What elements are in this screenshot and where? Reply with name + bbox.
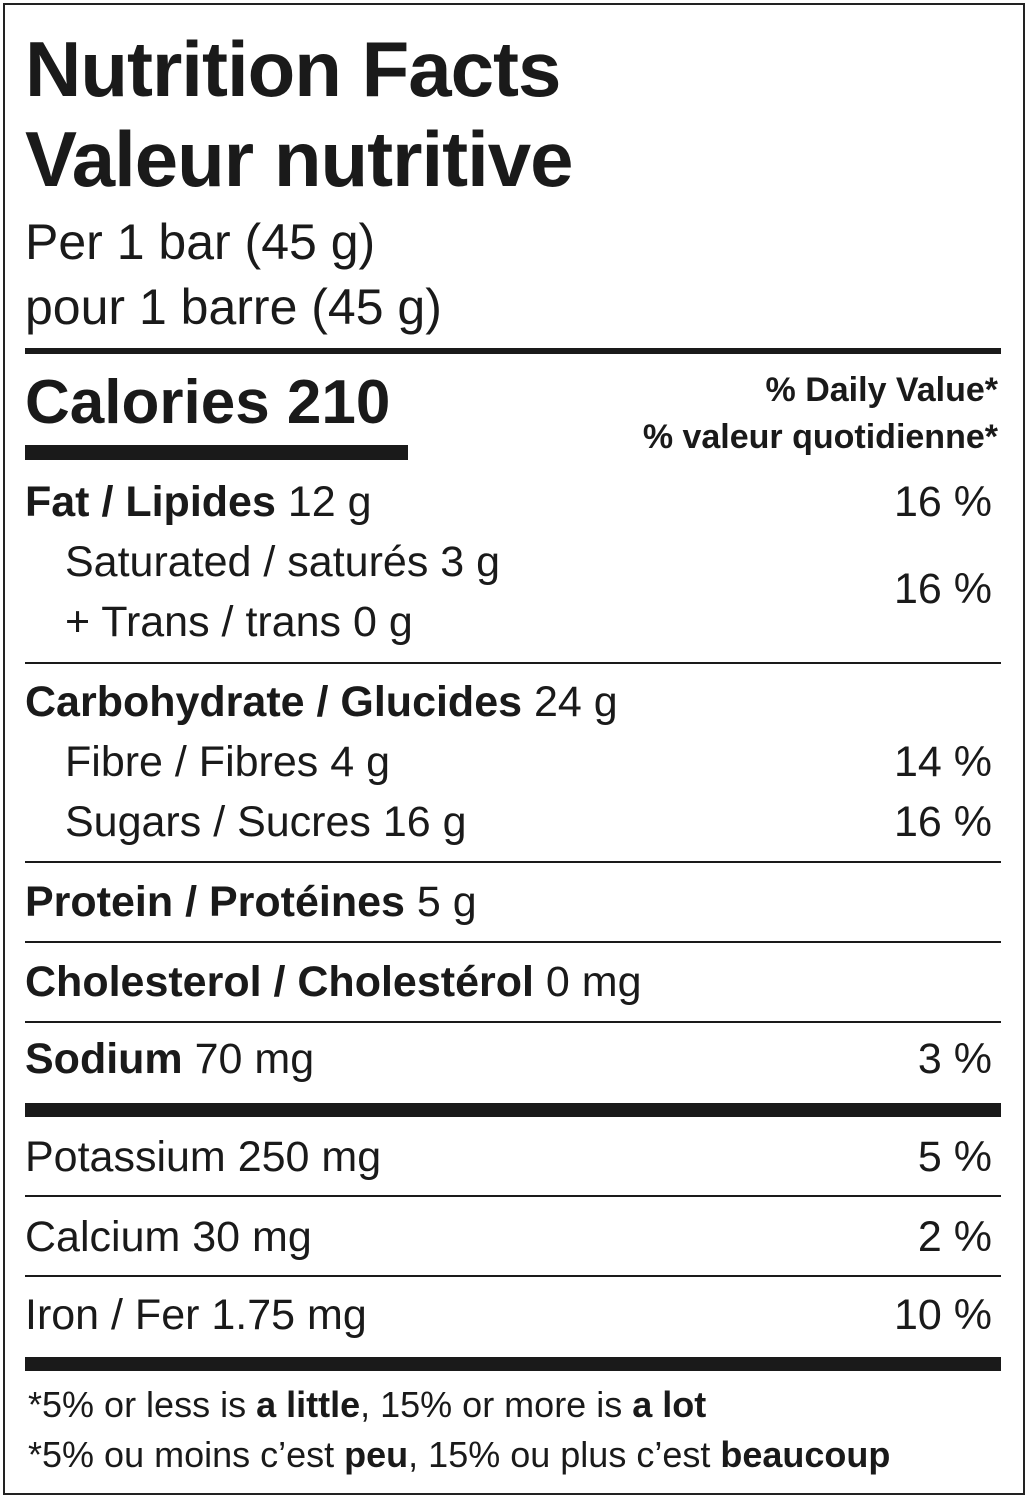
sugars-row: Sugars / Sucres 16 g	[65, 798, 467, 846]
trans-row: + Trans / trans 0 g	[65, 598, 413, 646]
fat-row: Fat / Lipides 12 g	[25, 478, 372, 526]
potassium-row: Potassium 250 mg	[25, 1133, 382, 1181]
cholesterol-row: Cholesterol / Cholestérol 0 mg	[25, 958, 642, 1006]
title-fr: Valeur nutritive	[25, 115, 574, 203]
calories-label: Calories	[25, 368, 270, 437]
thick-divider	[25, 1357, 1001, 1371]
sodium-pct: 3 %	[917, 1035, 992, 1083]
daily-value-en: % Daily Value*	[765, 371, 998, 409]
divider	[25, 1195, 1001, 1197]
divider	[25, 941, 1001, 943]
footnote-fr: *5% ou moins c’est peu, 15% ou plus c’es…	[28, 1434, 891, 1475]
divider	[25, 348, 1001, 354]
protein-row: Protein / Protéines 5 g	[25, 878, 477, 926]
divider	[25, 662, 1001, 664]
iron-row: Iron / Fer 1.75 mg	[25, 1291, 367, 1339]
divider	[25, 861, 1001, 863]
saturated-row: Saturated / saturés 3 g	[65, 538, 501, 586]
footnote-en: *5% or less is a little, 15% or more is …	[28, 1384, 707, 1425]
sat-trans-pct: 16 %	[893, 565, 992, 613]
thick-divider	[25, 1103, 1001, 1117]
calories-value: 210	[286, 368, 391, 437]
calories: Calories 210	[25, 372, 390, 434]
serving-size-fr: pour 1 barre (45 g)	[25, 279, 442, 335]
calories-bar	[25, 445, 408, 460]
potassium-pct: 5 %	[917, 1133, 992, 1181]
title-en: Nutrition Facts	[25, 25, 561, 113]
calcium-row: Calcium 30 mg	[25, 1213, 312, 1261]
fibre-pct: 14 %	[893, 738, 992, 786]
daily-value-fr: % valeur quotidienne*	[642, 418, 998, 456]
calcium-pct: 2 %	[917, 1213, 992, 1261]
carbohydrate-row: Carbohydrate / Glucides 24 g	[25, 678, 618, 726]
divider	[25, 1275, 1001, 1277]
fibre-row: Fibre / Fibres 4 g	[65, 738, 390, 786]
serving-size-en: Per 1 bar (45 g)	[25, 214, 376, 270]
iron-pct: 10 %	[893, 1291, 992, 1339]
label-border	[3, 3, 1025, 1495]
sugars-pct: 16 %	[893, 798, 992, 846]
fat-pct: 16 %	[893, 478, 992, 526]
sodium-row: Sodium 70 mg	[25, 1035, 315, 1083]
divider	[25, 1021, 1001, 1023]
